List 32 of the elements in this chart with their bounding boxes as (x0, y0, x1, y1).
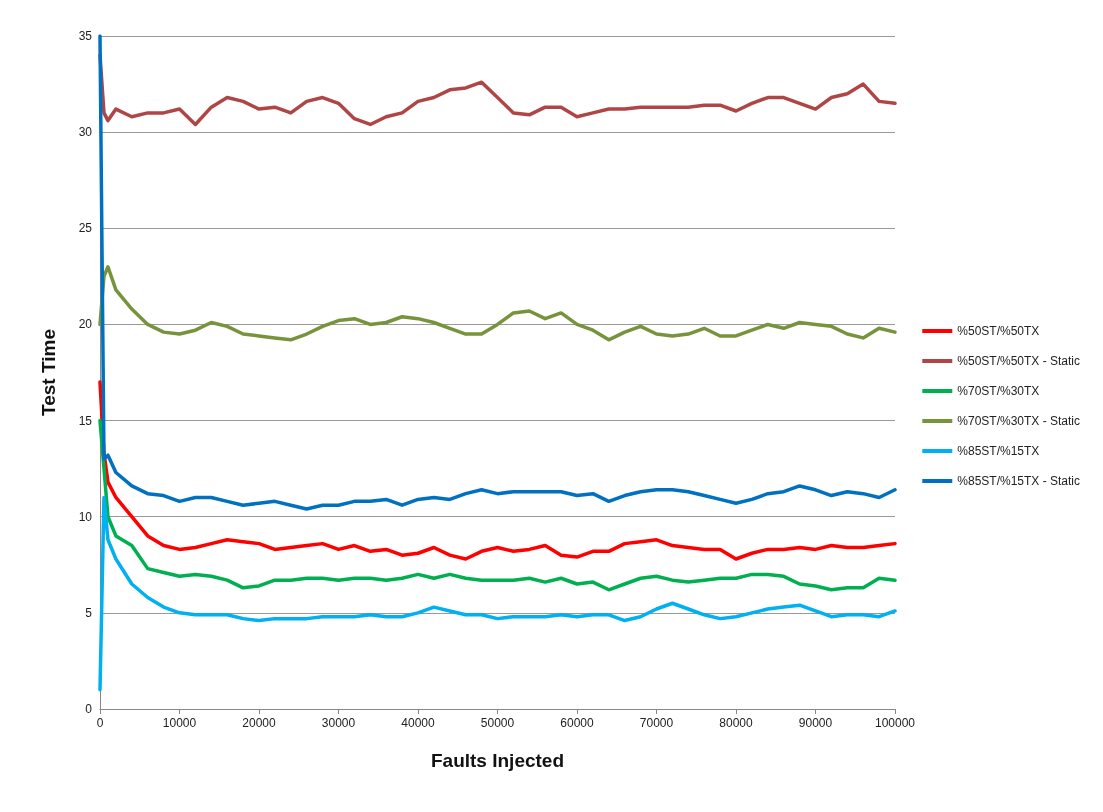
x-tick-label: 10000 (162, 716, 197, 730)
x-tick-label: 40000 (401, 716, 436, 730)
legend-label: %85ST/%15TX (957, 444, 1040, 458)
y-axis-title: Test Time (38, 329, 59, 416)
x-tick-label: 60000 (560, 716, 595, 730)
x-tick-label: 90000 (798, 716, 833, 730)
y-tick-label: 15 (78, 413, 93, 428)
line-series (98, 34, 897, 511)
y-tick-label: 0 (85, 702, 93, 716)
y-tick-label: 25 (78, 221, 93, 236)
x-tick-label: 0 (96, 716, 104, 730)
legend-label: %50ST/%50TX (957, 324, 1040, 338)
x-tick-label: 20000 (242, 716, 277, 730)
y-tick-label: 10 (78, 509, 93, 524)
y-tick-label: 20 (78, 317, 93, 332)
y-tick-label: 5 (85, 605, 93, 620)
x-tick-label: 70000 (639, 716, 674, 730)
line-series (98, 380, 897, 561)
x-tick-label: 50000 (480, 716, 515, 730)
line-series (98, 264, 897, 342)
x-axis-title: Faults Injected (430, 750, 565, 771)
legend-label: %70ST/%30TX - Static (957, 414, 1081, 428)
legend-label: %50ST/%50TX - Static (957, 354, 1081, 368)
x-tick-label: 30000 (321, 716, 356, 730)
y-tick-label: 30 (78, 125, 93, 140)
line-series (98, 495, 897, 692)
y-tick-label: 35 (78, 29, 93, 43)
legend-label: %70ST/%30TX (957, 384, 1040, 398)
x-tick-label: 80000 (719, 716, 754, 730)
line-series (98, 418, 897, 592)
legend-label: %85ST/%15TX - Static (957, 474, 1081, 488)
x-tick-label: 100000 (874, 716, 916, 730)
